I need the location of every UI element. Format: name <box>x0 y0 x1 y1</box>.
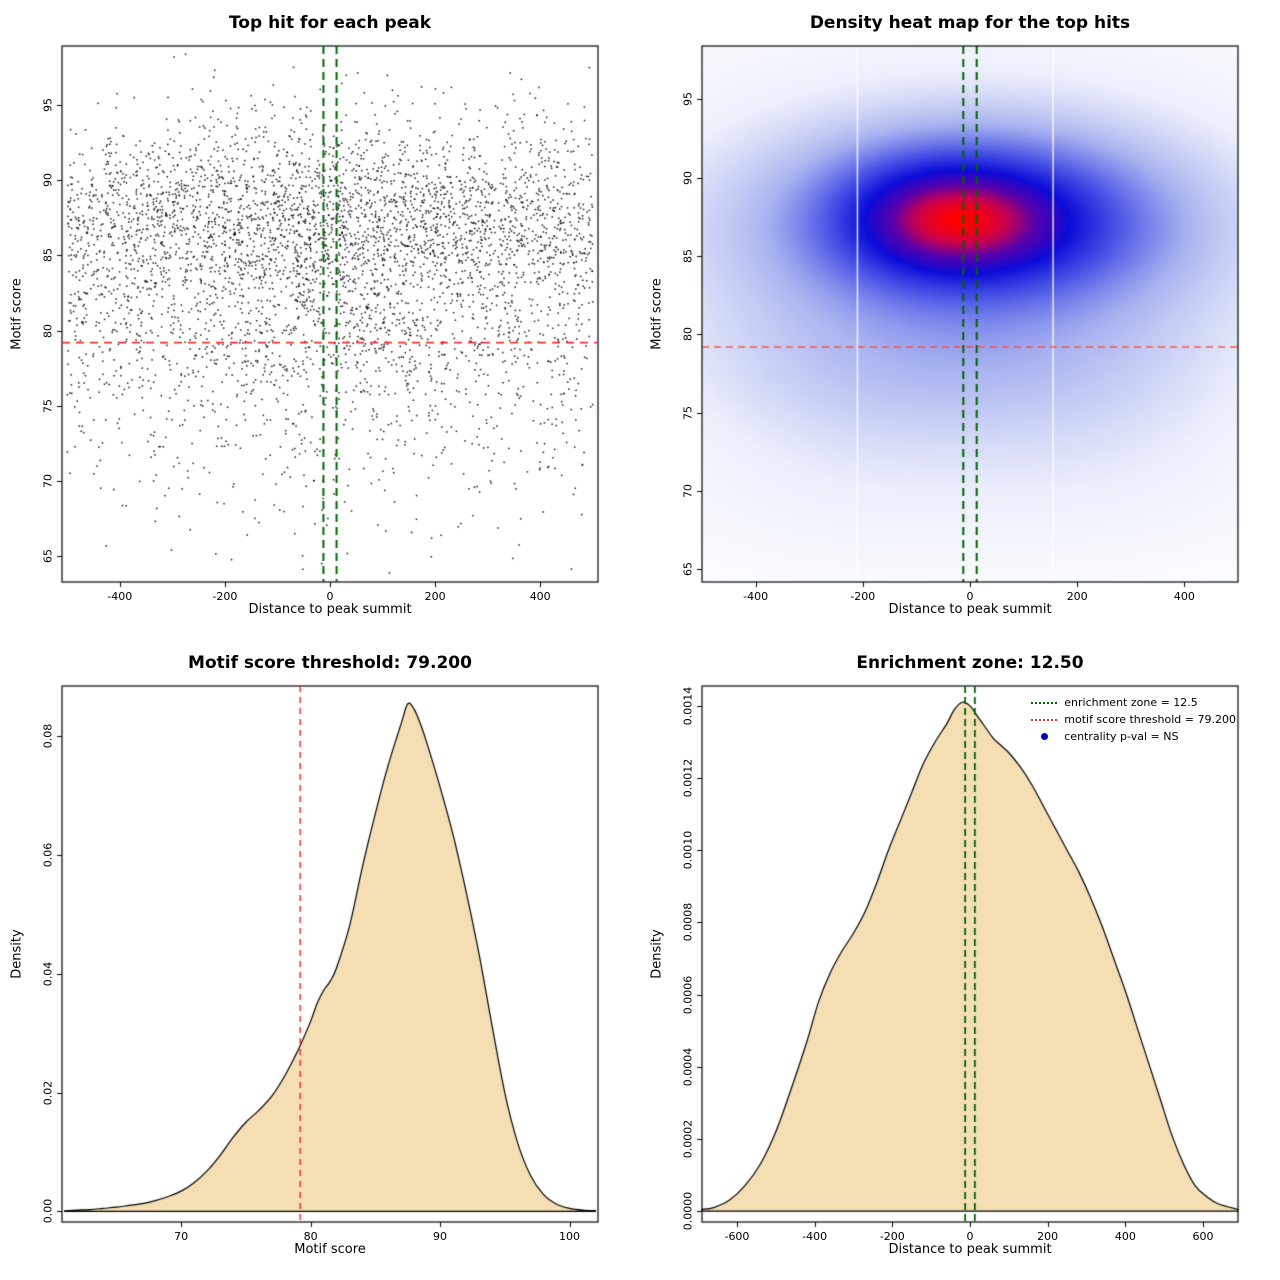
y-tick-label: 0.0014 <box>681 686 695 726</box>
x-tick-label: 200 <box>424 590 446 603</box>
y-tick-label: 0.0002 <box>681 1119 695 1159</box>
legend-item-score-threshold: motif score threshold = 79.200 <box>1031 711 1236 728</box>
y-tick-label: 90 <box>681 170 695 185</box>
x-axis-label: Distance to peak summit <box>248 602 412 617</box>
x-tick-label: -600 <box>724 1230 750 1243</box>
panel-title: Motif score threshold: 79.200 <box>188 653 472 673</box>
legend-label: motif score threshold = 79.200 <box>1064 713 1236 726</box>
y-tick-label: 0.0008 <box>681 903 695 942</box>
x-tick-label: 0 <box>966 1230 974 1243</box>
y-tick-label: 70 <box>41 474 55 489</box>
x-tick-label: 400 <box>1114 1230 1136 1243</box>
x-tick-label: 90 <box>433 1230 448 1243</box>
score-density-canvas <box>0 640 640 1280</box>
y-tick-label: 0.0004 <box>681 1047 695 1087</box>
y-tick-label: 80 <box>681 327 695 342</box>
panel-title: Density heat map for the top hits <box>809 13 1131 33</box>
y-tick-label: 0.02 <box>41 1080 55 1105</box>
panel-title: Enrichment zone: 12.50 <box>856 653 1084 673</box>
x-tick-label: 200 <box>1066 590 1088 603</box>
y-tick-label: 65 <box>681 562 695 577</box>
y-tick-label: 0.08 <box>41 724 55 749</box>
panel-enrichment-zone-density: Enrichment zone: 12.50 Distance to peak … <box>640 640 1280 1280</box>
plot-legend: enrichment zone = 12.5 motif score thres… <box>1031 694 1236 745</box>
y-tick-label: 0.04 <box>41 961 55 987</box>
panel-density-heatmap: Density heat map for the top hits Distan… <box>640 0 1280 640</box>
y-tick-label: 80 <box>41 323 55 338</box>
x-tick-label: 400 <box>529 590 551 603</box>
y-tick-label: 0.0006 <box>681 975 695 1014</box>
y-tick-label: 65 <box>41 549 55 564</box>
x-tick-label: 600 <box>1192 1230 1214 1243</box>
y-axis-label: Motif score <box>649 278 665 350</box>
panel-title: Top hit for each peak <box>228 13 432 33</box>
x-tick-label: 100 <box>559 1230 581 1243</box>
scatter-plot-canvas <box>0 0 640 640</box>
x-tick-label: -400 <box>743 590 769 603</box>
blue-point-icon <box>1031 733 1057 740</box>
legend-label: centrality p-val = NS <box>1064 730 1179 743</box>
x-tick-label: -400 <box>802 1230 828 1243</box>
x-tick-label: 0 <box>966 590 974 603</box>
x-axis-label: Distance to peak summit <box>888 602 1052 617</box>
y-tick-label: 85 <box>41 248 55 263</box>
y-tick-label: 75 <box>681 405 695 420</box>
legend-item-centrality-pval: centrality p-val = NS <box>1031 728 1236 745</box>
y-tick-label: 95 <box>681 92 695 107</box>
y-axis-label: Motif score <box>9 278 25 350</box>
y-axis-label: Density <box>649 929 665 979</box>
legend-item-enrichment-zone: enrichment zone = 12.5 <box>1031 694 1236 711</box>
y-tick-label: 90 <box>41 173 55 187</box>
y-tick-label: 0.0010 <box>681 830 695 870</box>
x-tick-label: -200 <box>879 1230 905 1243</box>
x-tick-label: -400 <box>107 590 133 603</box>
x-axis-label: Distance to peak summit <box>888 1242 1052 1257</box>
panel-top-hit-scatter: Top hit for each peak Distance to peak s… <box>0 0 640 640</box>
legend-label: enrichment zone = 12.5 <box>1064 696 1198 709</box>
y-tick-label: 75 <box>41 398 55 413</box>
x-tick-label: 200 <box>1037 1230 1059 1243</box>
y-axis-label: Density <box>9 929 25 979</box>
y-tick-label: 70 <box>681 484 695 499</box>
x-tick-label: 400 <box>1173 590 1195 603</box>
y-tick-label: 0.0012 <box>681 758 695 798</box>
x-axis-label: Motif score <box>294 1242 366 1257</box>
green-dotted-line-icon <box>1031 701 1058 704</box>
heatmap-canvas <box>640 0 1280 640</box>
y-tick-label: 85 <box>681 249 695 263</box>
distance-density-canvas <box>640 640 1280 1280</box>
red-dotted-line-icon <box>1031 718 1058 721</box>
y-tick-label: 0.0000 <box>681 1191 695 1231</box>
y-tick-label: 95 <box>41 97 55 112</box>
panel-motif-score-density: Motif score threshold: 79.200 Motif scor… <box>0 640 640 1280</box>
y-tick-label: 0.06 <box>41 842 55 868</box>
y-tick-label: 0.00 <box>41 1199 55 1224</box>
x-tick-label: 0 <box>326 590 334 603</box>
x-tick-label: 70 <box>174 1230 189 1243</box>
x-tick-label: -200 <box>850 590 876 603</box>
x-tick-label: 80 <box>303 1230 318 1243</box>
x-tick-label: -200 <box>212 590 238 603</box>
